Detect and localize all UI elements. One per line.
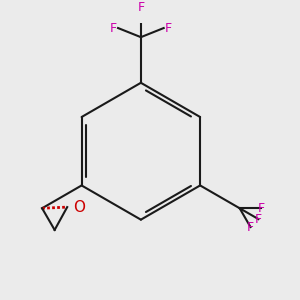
Text: F: F [137,2,144,14]
Text: F: F [247,220,254,233]
Text: F: F [165,22,172,34]
Text: F: F [258,202,265,215]
Text: O: O [73,200,85,214]
Text: F: F [110,22,117,34]
Text: F: F [255,213,262,226]
